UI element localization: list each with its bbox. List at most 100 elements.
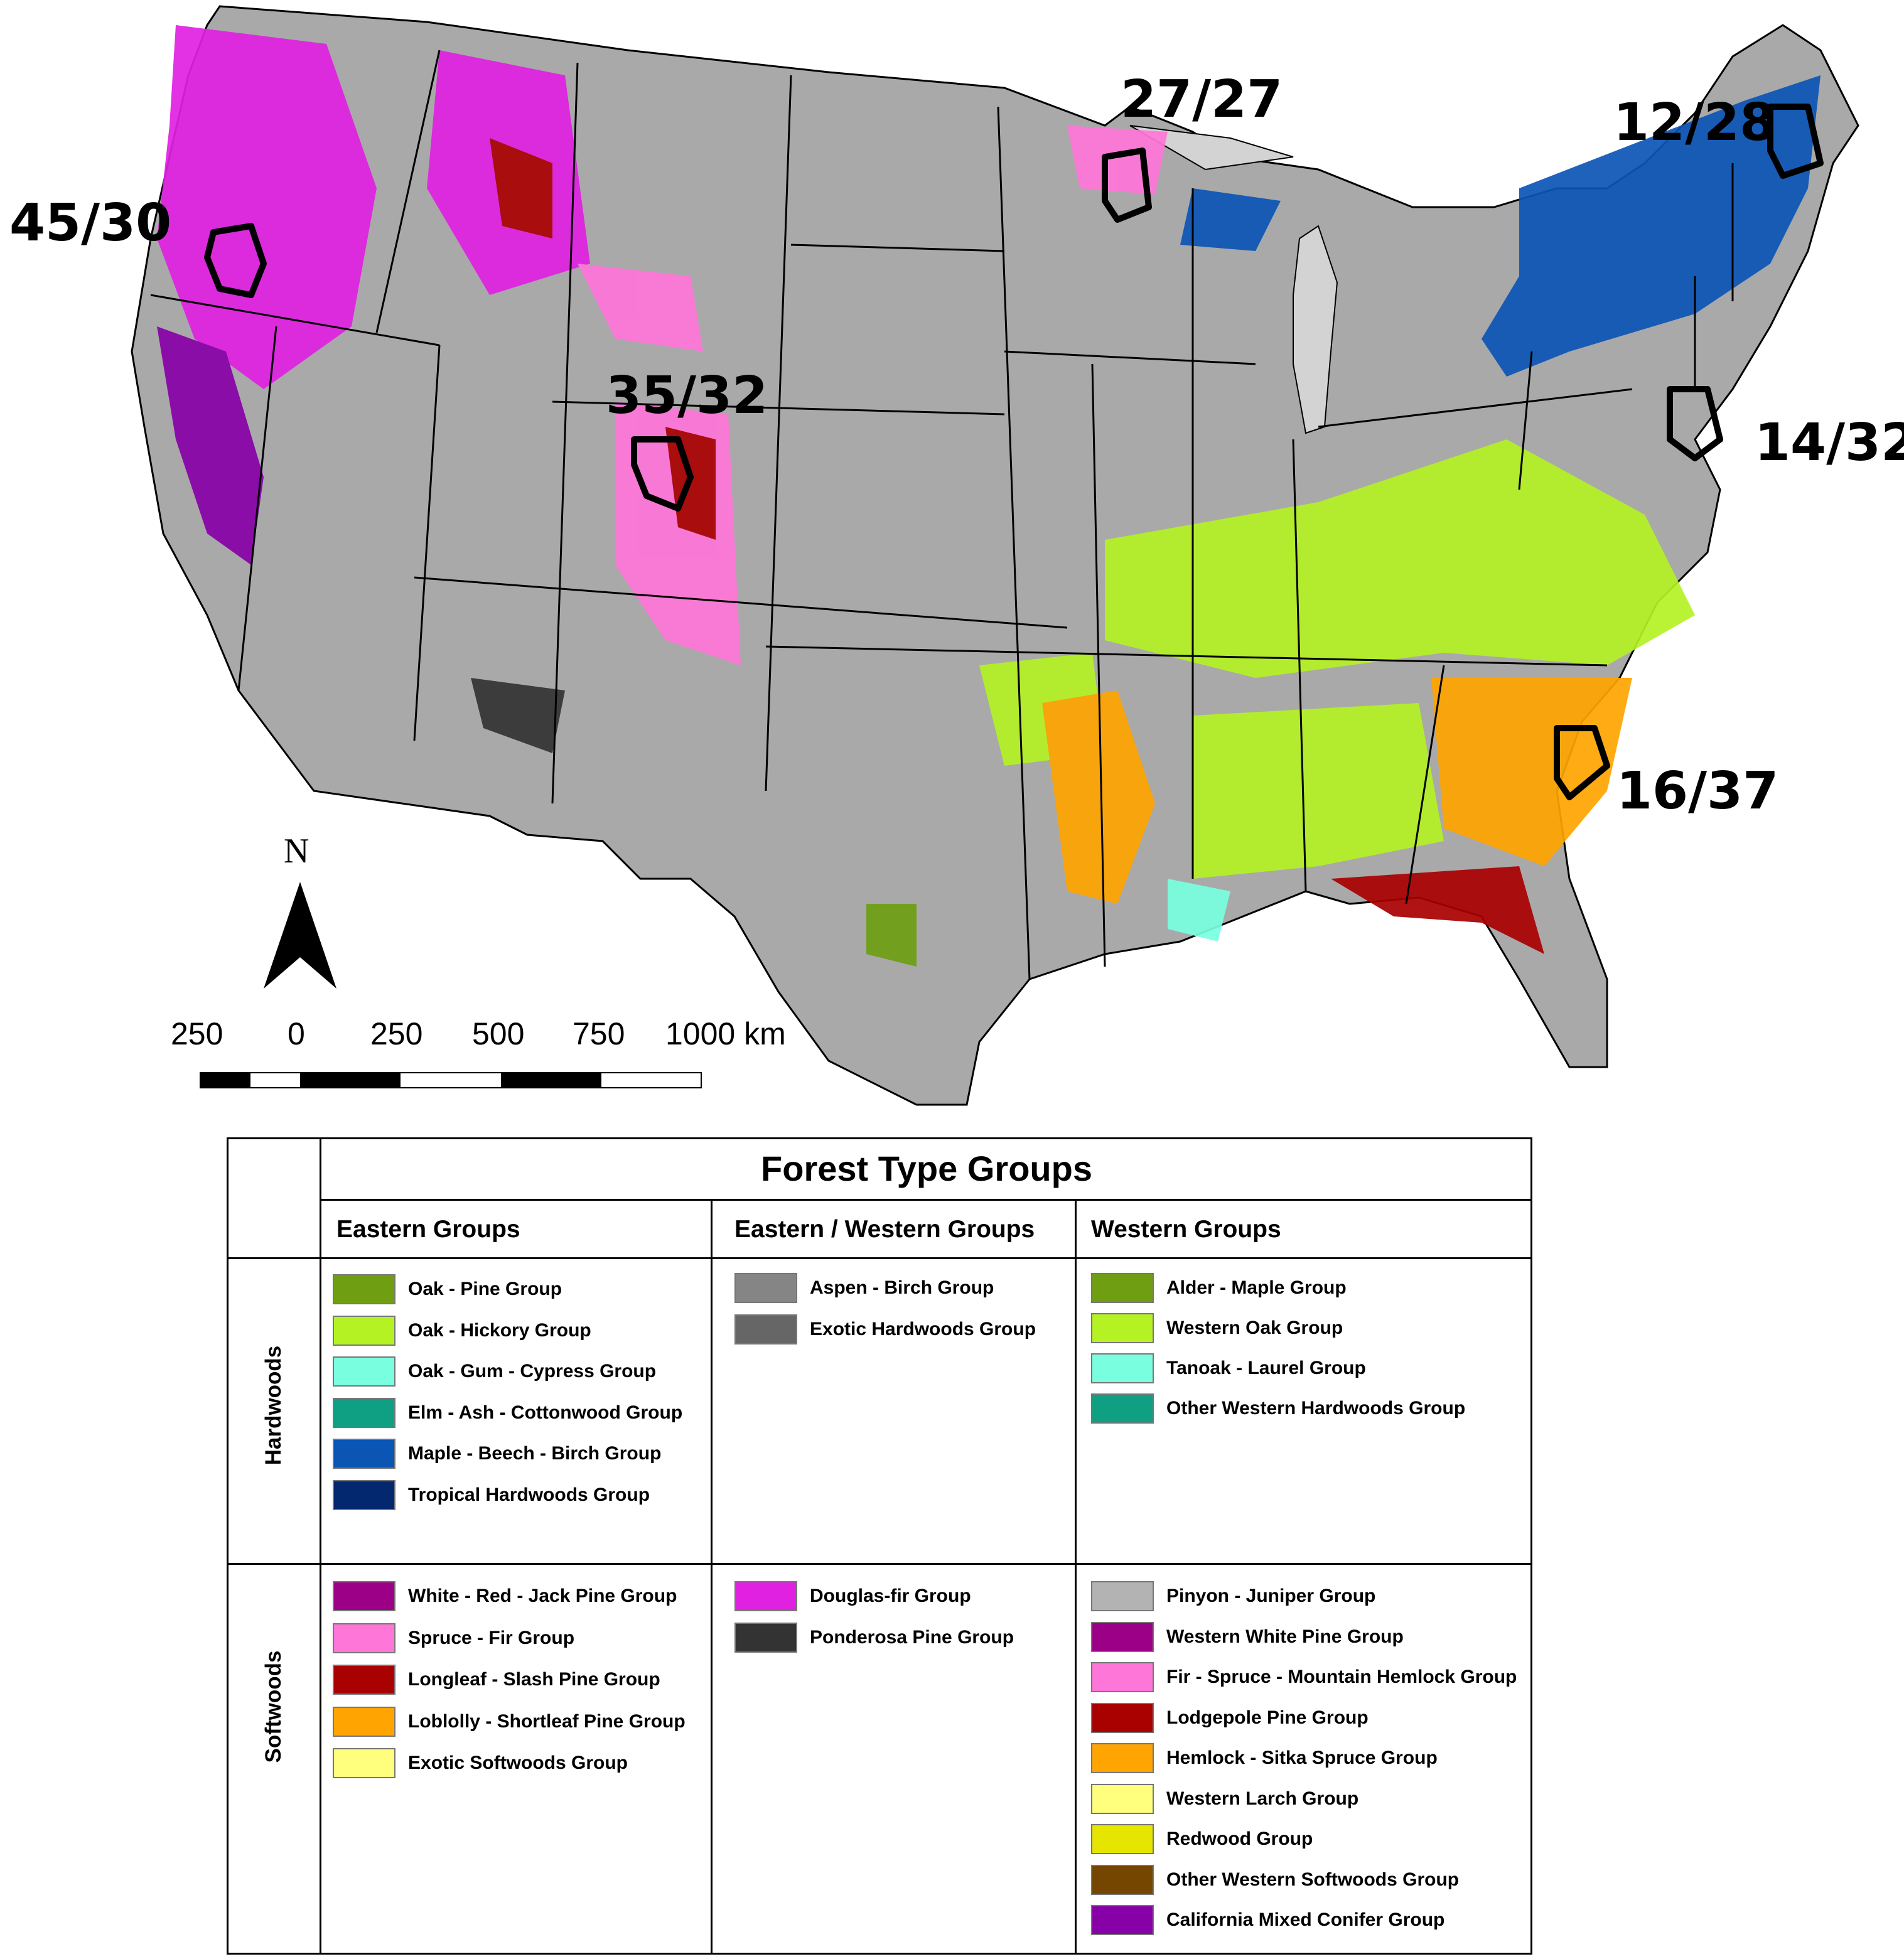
legend-item: Other Western Hardwoods Group [1091, 1393, 1465, 1424]
site-label-12-28: 12/28 [1613, 93, 1776, 153]
legend-swatch [333, 1665, 395, 1695]
column-header-eastern-western: Eastern / Western Groups [734, 1216, 1035, 1243]
legend-swatch [333, 1356, 395, 1387]
site-label-27-27: 27/27 [1121, 70, 1283, 129]
legend-item: Oak - Hickory Group [333, 1315, 591, 1346]
legend-item: Oak - Pine Group [333, 1274, 562, 1305]
forest-type-map [131, 5, 1859, 1106]
row-label-softwoods: Softwoods [261, 1650, 286, 1763]
legend-swatch [1091, 1621, 1154, 1652]
legend-item: California Mixed Conifer Group [1091, 1904, 1444, 1936]
legend-item: Exotic Softwoods Group [333, 1747, 628, 1779]
legend-item-label: Ponderosa Pine Group [810, 1627, 1014, 1648]
site-outline-35-32 [631, 436, 694, 512]
legend-swatch [1091, 1273, 1154, 1303]
legend-item-label: Longleaf - Slash Pine Group [408, 1669, 660, 1690]
legend-item: Ponderosa Pine Group [734, 1622, 1014, 1653]
site-label-45-30: 45/30 [9, 193, 172, 253]
row-label-hardwoods: Hardwoods [261, 1345, 286, 1466]
site-outline-14-32 [1667, 386, 1723, 461]
legend-swatch [333, 1706, 395, 1737]
scale-label: 250 [370, 1016, 423, 1051]
column-header-western: Western Groups [1091, 1216, 1281, 1243]
legend-swatch [734, 1314, 797, 1344]
legend-item: Western White Pine Group [1091, 1621, 1404, 1653]
legend-swatch [1091, 1702, 1154, 1733]
scale-label: 750 [573, 1016, 625, 1051]
legend-item: White - Red - Jack Pine Group [333, 1581, 677, 1612]
legend-item: Hemlock - Sitka Spruce Group [1091, 1742, 1438, 1774]
scale-bar [200, 1072, 702, 1088]
legend-item: Pinyon - Juniper Group [1091, 1581, 1375, 1612]
legend-item: Longleaf - Slash Pine Group [333, 1664, 660, 1695]
legend-item-label: Tropical Hardwoods Group [408, 1484, 650, 1505]
lake-superior [1129, 125, 1294, 171]
site-outline-45-30 [204, 223, 267, 298]
legend-item-label: Douglas-fir Group [810, 1586, 971, 1606]
legend-item-label: Elm - Ash - Cottonwood Group [408, 1402, 683, 1423]
site-label-16-37: 16/37 [1616, 761, 1779, 821]
column-header-eastern: Eastern Groups [336, 1216, 520, 1243]
legend-item: Tropical Hardwoods Group [333, 1479, 650, 1511]
site-outlines [204, 104, 1824, 800]
legend-item-label: Exotic Softwoods Group [408, 1752, 628, 1773]
forest-cover [157, 25, 1821, 967]
site-outline-27-27 [1102, 148, 1152, 223]
legend-item-label: Western White Pine Group [1166, 1626, 1404, 1647]
legend-item-label: Spruce - Fir Group [408, 1627, 575, 1648]
legend-swatch [1091, 1783, 1154, 1814]
legend-title: Forest Type Groups [761, 1149, 1092, 1188]
legend-swatch [1091, 1313, 1154, 1343]
legend-swatch [333, 1397, 395, 1428]
legend-item: Western Oak Group [1091, 1312, 1343, 1344]
legend-swatch [1091, 1864, 1154, 1895]
legend-swatch [1091, 1662, 1154, 1692]
scale-label: 500 [472, 1016, 525, 1051]
legend-item-label: Tanoak - Laurel Group [1166, 1358, 1366, 1378]
legend-swatch [333, 1315, 395, 1346]
legend-item-label: White - Red - Jack Pine Group [408, 1586, 677, 1606]
legend-item-label: Other Western Softwoods Group [1166, 1869, 1460, 1890]
legend-item-label: Maple - Beech - Birch Group [408, 1443, 662, 1464]
legend-swatch [333, 1748, 395, 1778]
legend-item: Maple - Beech - Birch Group [333, 1438, 661, 1469]
legend-item-label: Redwood Group [1166, 1828, 1313, 1849]
legend-item: Aspen - Birch Group [734, 1272, 994, 1304]
legend-item: Western Larch Group [1091, 1783, 1358, 1815]
legend-item: Douglas-fir Group [734, 1581, 971, 1612]
legend-item-label: Oak - Hickory Group [408, 1319, 591, 1341]
site-label-35-32: 35/32 [606, 366, 768, 426]
legend-item: Loblolly - Shortleaf Pine Group [333, 1706, 686, 1737]
legend-item-label: Other Western Hardwoods Group [1166, 1398, 1466, 1419]
legend-swatch [1091, 1824, 1154, 1854]
legend-swatch [1091, 1353, 1154, 1383]
legend-item: Redwood Group [1091, 1823, 1313, 1855]
legend-swatch [734, 1623, 797, 1653]
legend-item: Lodgepole Pine Group [1091, 1702, 1369, 1734]
scale-label: 0 [288, 1016, 305, 1051]
legend-item: Other Western Softwoods Group [1091, 1864, 1459, 1896]
legend-swatch [333, 1480, 395, 1510]
legend-swatch [333, 1439, 395, 1469]
north-arrow-icon [264, 882, 336, 989]
legend-item: Spruce - Fir Group [333, 1623, 574, 1654]
legend-item-label: Alder - Maple Group [1166, 1277, 1347, 1298]
north-label: N [284, 832, 309, 871]
legend-item-label: Oak - Gum - Cypress Group [408, 1361, 657, 1382]
legend-item-label: Fir - Spruce - Mountain Hemlock Group [1166, 1666, 1517, 1687]
legend-item: Alder - Maple Group [1091, 1272, 1347, 1304]
legend-item-label: Aspen - Birch Group [810, 1277, 994, 1298]
site-outline-16-37 [1554, 725, 1610, 800]
legend-item: Fir - Spruce - Mountain Hemlock Group [1091, 1661, 1517, 1693]
legend-swatch [734, 1581, 797, 1611]
legend-item-label: Lodgepole Pine Group [1166, 1707, 1369, 1728]
site-outline-12-28 [1767, 104, 1824, 179]
legend-item: Tanoak - Laurel Group [1091, 1353, 1366, 1384]
legend-item-label: Exotic Hardwoods Group [810, 1319, 1036, 1339]
legend-swatch [1091, 1581, 1154, 1611]
legend-swatch [1091, 1743, 1154, 1773]
legend-swatch [333, 1581, 395, 1611]
legend-item-label: Pinyon - Juniper Group [1166, 1586, 1376, 1606]
scale-label: 250 [171, 1016, 223, 1051]
legend-item-label: California Mixed Conifer Group [1166, 1909, 1445, 1930]
